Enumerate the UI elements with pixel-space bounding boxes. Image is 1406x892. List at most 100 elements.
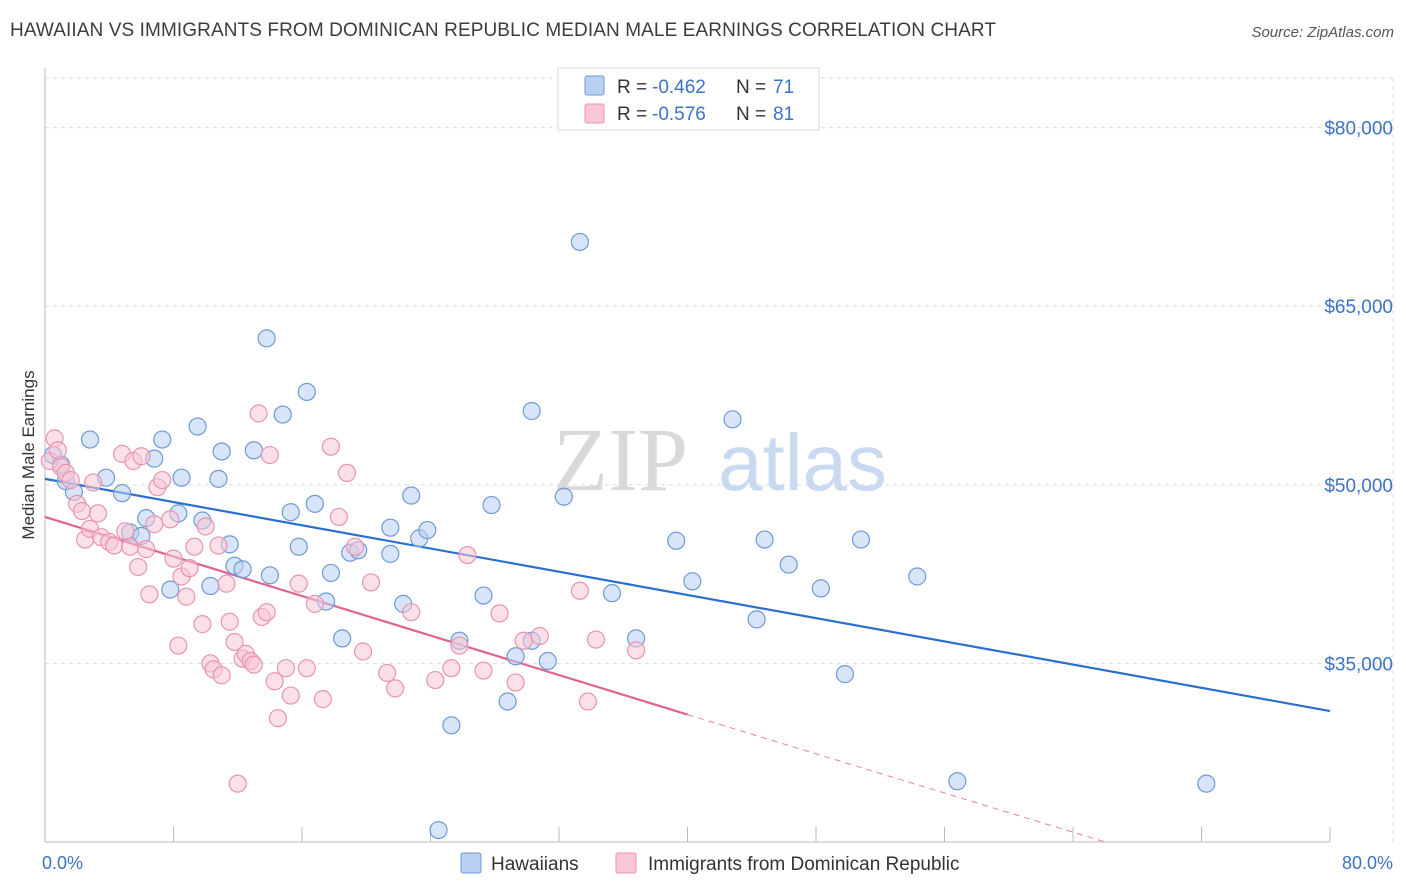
point-dominican-72 bbox=[474, 661, 493, 680]
point-dominican-51 bbox=[265, 672, 284, 691]
point-hawaiians-22 bbox=[233, 560, 252, 579]
point-dominican-63 bbox=[353, 642, 373, 661]
point-hawaiians-24 bbox=[257, 329, 276, 348]
point-hawaiians-42 bbox=[429, 820, 448, 840]
y-tick-label-1: $50,000 bbox=[1324, 476, 1393, 497]
point-dominican-71 bbox=[458, 545, 477, 565]
point-dominican-46 bbox=[244, 655, 263, 674]
legend-n-label-1: N = bbox=[736, 77, 766, 98]
point-hawaiians-39 bbox=[402, 486, 421, 505]
point-dominican-59 bbox=[321, 437, 341, 456]
point-dominican-53 bbox=[276, 659, 296, 678]
x-tick-label-0: 0.0% bbox=[42, 853, 83, 873]
point-dominican-74 bbox=[506, 673, 525, 692]
point-hawaiians-12 bbox=[161, 580, 180, 599]
point-dominican-40 bbox=[220, 612, 239, 631]
watermark-zip: ZIP bbox=[553, 411, 688, 510]
point-hawaiians-36 bbox=[381, 518, 400, 537]
point-hawaiians-14 bbox=[172, 468, 191, 487]
series-legend: Hawaiians Immigrants from Dominican Repu… bbox=[460, 852, 960, 875]
point-hawaiians-19 bbox=[212, 442, 231, 461]
point-dominican-65 bbox=[378, 663, 397, 683]
point-hawaiians-65 bbox=[908, 567, 927, 586]
point-hawaiians-51 bbox=[538, 651, 557, 671]
point-hawaiians-61 bbox=[779, 555, 798, 574]
point-dominican-52 bbox=[268, 709, 288, 728]
trend-line-dominican-extension bbox=[687, 714, 1106, 843]
point-dominican-62 bbox=[345, 537, 365, 556]
y-axis-label: Median Male Earnings bbox=[19, 370, 38, 539]
point-dominican-50 bbox=[260, 445, 279, 465]
point-hawaiians-32 bbox=[321, 563, 341, 583]
point-dominican-76 bbox=[530, 626, 549, 646]
point-dominican-10 bbox=[84, 473, 103, 492]
point-dominican-61 bbox=[337, 463, 357, 483]
point-hawaiians-6 bbox=[112, 484, 132, 503]
legend-r-label-2: R = bbox=[617, 104, 647, 125]
point-dominican-37 bbox=[209, 536, 228, 555]
point-dominican-79 bbox=[586, 630, 606, 649]
point-hawaiians-11 bbox=[153, 430, 172, 449]
y-tick-label-2: $65,000 bbox=[1324, 297, 1393, 318]
point-hawaiians-60 bbox=[755, 530, 774, 549]
point-dominican-5 bbox=[61, 470, 80, 490]
point-hawaiians-47 bbox=[498, 692, 517, 711]
point-dominican-28 bbox=[169, 636, 188, 655]
point-dominican-27 bbox=[164, 549, 183, 568]
point-dominican-73 bbox=[490, 604, 509, 623]
legend-r-value-1: -0.462 bbox=[652, 77, 706, 98]
legend-r-label-1: R = bbox=[617, 77, 647, 98]
point-dominican-69 bbox=[442, 659, 461, 678]
point-dominican-30 bbox=[177, 587, 196, 606]
y-tick-label-0: $35,000 bbox=[1324, 654, 1393, 675]
chart-title: HAWAIIAN VS IMMIGRANTS FROM DOMINICAN RE… bbox=[10, 20, 997, 41]
point-dominican-16 bbox=[116, 522, 135, 541]
point-dominican-33 bbox=[193, 615, 212, 634]
point-hawaiians-56 bbox=[667, 531, 686, 550]
point-dominican-25 bbox=[153, 470, 172, 490]
point-dominican-57 bbox=[305, 594, 324, 613]
point-dominican-32 bbox=[185, 537, 204, 556]
point-hawaiians-66 bbox=[948, 772, 967, 791]
legend-n-label-2: N = bbox=[736, 104, 766, 125]
series-legend-hawaiians: Hawaiians bbox=[491, 854, 579, 875]
point-hawaiians-23 bbox=[244, 441, 263, 460]
legend-r-value-2: -0.576 bbox=[652, 104, 706, 125]
point-hawaiians-25 bbox=[260, 566, 279, 585]
watermark: ZIP atlas bbox=[553, 411, 887, 510]
point-dominican-67 bbox=[402, 603, 421, 622]
point-dominican-47 bbox=[249, 404, 268, 423]
point-dominican-64 bbox=[361, 573, 381, 592]
point-dominican-54 bbox=[281, 686, 300, 705]
point-dominican-77 bbox=[570, 581, 589, 600]
point-dominican-20 bbox=[132, 447, 151, 466]
point-dominican-19 bbox=[129, 557, 148, 577]
point-hawaiians-52 bbox=[554, 487, 573, 506]
point-dominican-42 bbox=[228, 774, 247, 793]
point-dominican-11 bbox=[88, 504, 108, 523]
point-dominican-80 bbox=[626, 641, 646, 660]
point-hawaiians-45 bbox=[474, 586, 493, 605]
series-legend-swatch-dominican bbox=[615, 852, 637, 874]
point-hawaiians-46 bbox=[482, 495, 501, 515]
point-hawaiians-62 bbox=[811, 579, 830, 598]
legend-swatch-blue bbox=[584, 75, 605, 96]
point-dominican-2 bbox=[48, 441, 67, 460]
point-hawaiians-30 bbox=[305, 494, 324, 513]
point-dominican-26 bbox=[161, 510, 180, 529]
point-dominican-78 bbox=[578, 692, 598, 711]
point-hawaiians-53 bbox=[570, 232, 589, 252]
point-hawaiians-67 bbox=[1197, 774, 1216, 793]
point-dominican-58 bbox=[313, 690, 332, 709]
point-hawaiians-41 bbox=[418, 520, 437, 540]
point-dominican-17 bbox=[121, 537, 140, 556]
legend-n-value-1: 71 bbox=[773, 77, 794, 98]
legend-swatch-pink bbox=[584, 103, 605, 124]
x-tick-label-1: 80.0% bbox=[1342, 853, 1393, 873]
point-hawaiians-26 bbox=[273, 405, 292, 424]
series-legend-dominican: Immigrants from Dominican Republic bbox=[648, 854, 960, 875]
point-hawaiians-43 bbox=[442, 716, 461, 735]
point-dominican-21 bbox=[137, 540, 156, 559]
point-hawaiians-18 bbox=[209, 469, 228, 488]
point-hawaiians-48 bbox=[506, 647, 525, 666]
